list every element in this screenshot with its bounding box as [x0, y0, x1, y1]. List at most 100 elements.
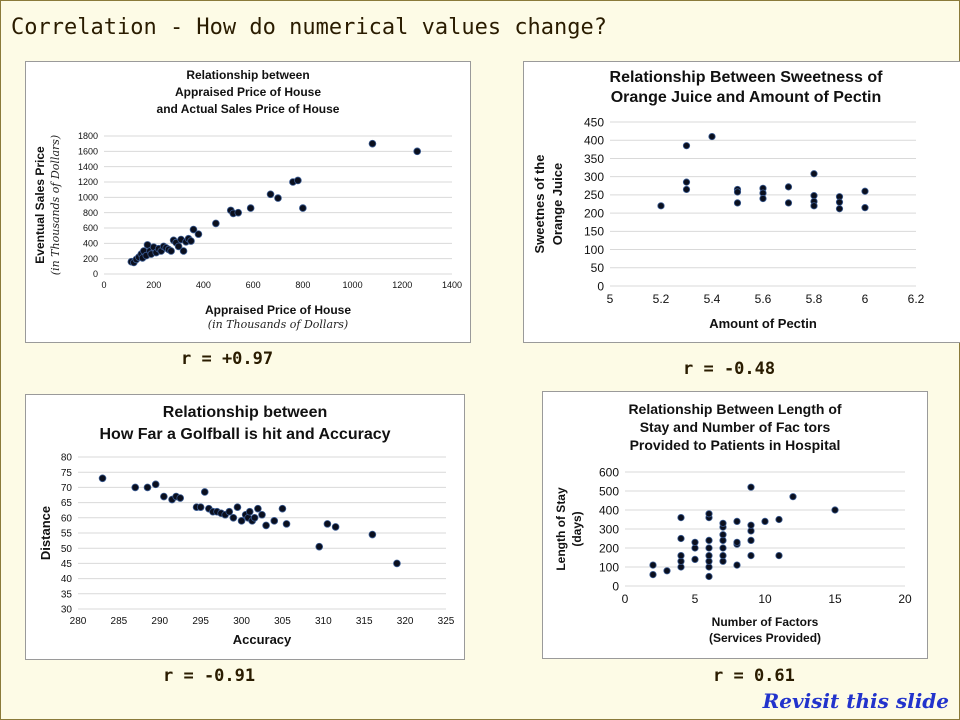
y-tick-label: 100	[584, 243, 604, 257]
data-point	[861, 204, 869, 212]
y-tick-label: 0	[93, 269, 98, 279]
x-tick-label: 305	[274, 616, 291, 627]
data-point	[270, 517, 279, 525]
y-axis-label: Length of Stay	[554, 487, 568, 571]
data-point	[282, 520, 291, 528]
r-label-house-prices: r = +0.97	[181, 349, 274, 369]
data-point	[733, 199, 742, 207]
chart-title-line: Orange Juice and Amount of Pectin	[611, 89, 882, 106]
data-point	[677, 552, 685, 560]
x-tick-label: 320	[397, 616, 414, 627]
x-tick-label: 290	[151, 616, 168, 627]
y-tick-label: 200	[584, 206, 604, 220]
y-tick-label: 600	[599, 465, 619, 479]
chart-title-line: Relationship between	[163, 404, 327, 421]
y-tick-label: 400	[599, 503, 619, 517]
x-tick-label: 300	[233, 616, 250, 627]
x-tick-label: 295	[192, 616, 209, 627]
y-tick-label: 450	[584, 115, 604, 129]
y-tick-label: 1600	[78, 147, 98, 157]
data-point	[160, 492, 168, 501]
x-tick-label: 315	[356, 616, 373, 627]
x-tick-label: 5.4	[704, 292, 721, 306]
data-point	[258, 510, 266, 519]
data-point	[299, 204, 307, 212]
data-point	[189, 225, 198, 234]
data-point	[331, 523, 340, 531]
x-tick-label: 6	[862, 292, 869, 306]
data-point	[393, 559, 401, 568]
data-point	[131, 483, 140, 492]
chart-orange-juice: Relationship Between Sweetness of Orange …	[523, 61, 960, 343]
data-point	[747, 552, 755, 560]
x-tick-label: 5	[607, 292, 614, 306]
y-tick-label: 150	[584, 225, 604, 239]
data-point	[262, 521, 270, 530]
data-point	[315, 542, 324, 551]
x-tick-label: 6.2	[908, 292, 925, 306]
x-tick-label: 5.2	[653, 292, 670, 306]
data-point	[677, 514, 685, 522]
x-axis-label: Number of Factors	[712, 615, 819, 629]
data-point	[663, 567, 671, 575]
x-tick-label: 1200	[392, 280, 412, 290]
data-point	[784, 183, 793, 191]
data-point	[250, 514, 259, 522]
x-tick-label: 5.6	[755, 292, 772, 306]
data-point	[682, 178, 691, 186]
data-point	[196, 503, 205, 511]
y-tick-label: 45	[61, 559, 73, 570]
revisit-slide-link[interactable]: Revisit this slide	[762, 689, 949, 713]
r-label-orange-juice: r = -0.48	[683, 359, 776, 379]
data-point	[245, 507, 254, 516]
data-point	[789, 493, 797, 501]
r-label-golfball: r = -0.91	[163, 666, 256, 686]
chart-title-line: Appraised Price of House	[175, 85, 321, 99]
y-tick-label: 300	[584, 170, 604, 184]
chart-title-line: Provided to Patients in Hospital	[630, 437, 841, 453]
chart-title-line: Relationship Between Sweetness of	[610, 69, 884, 86]
data-point	[810, 202, 818, 210]
data-point	[413, 147, 422, 156]
data-point	[733, 517, 741, 525]
chart-title-line: Relationship between	[186, 68, 309, 82]
data-point	[278, 504, 287, 513]
y-tick-label: 1400	[78, 162, 98, 172]
x-axis-label: (Services Provided)	[709, 631, 821, 645]
x-tick-label: 800	[295, 280, 310, 290]
data-point	[761, 517, 769, 525]
x-tick-label: 285	[111, 616, 128, 627]
chart-hospital: Relationship Between Length of Stay and N…	[542, 391, 928, 659]
y-tick-label: 50	[61, 544, 73, 555]
data-point	[677, 534, 685, 543]
data-point	[254, 504, 262, 513]
y-axis-label: Orange Juice	[550, 163, 565, 245]
data-point	[733, 538, 741, 546]
y-axis-label: (days)	[570, 511, 584, 546]
data-point	[649, 561, 657, 569]
y-tick-label: 80	[61, 453, 73, 464]
y-tick-label: 250	[584, 188, 604, 202]
data-point	[705, 536, 713, 544]
x-tick-label: 600	[246, 280, 261, 290]
x-tick-label: 10	[758, 592, 772, 606]
y-axis-sublabel: (in Thousands of Dollars)	[49, 135, 62, 275]
y-tick-label: 35	[61, 589, 73, 600]
data-point	[747, 521, 755, 529]
data-point	[246, 204, 255, 212]
y-tick-label: 1800	[78, 131, 98, 141]
y-tick-label: 100	[599, 560, 619, 574]
data-point	[212, 219, 220, 228]
chart-svg: Relationship between Appraised Price of H…	[33, 68, 462, 331]
data-point	[733, 561, 741, 569]
data-point	[719, 519, 727, 527]
chart-title-line: How Far a Golfball is hit and Accuracy	[99, 426, 390, 443]
y-tick-label: 1000	[78, 193, 98, 203]
data-point	[143, 483, 152, 492]
data-point	[747, 536, 755, 544]
y-tick-label: 75	[61, 468, 73, 479]
chart-title-line: Stay and Number of Fac tors	[640, 419, 831, 435]
data-point	[98, 474, 107, 483]
y-tick-label: 1200	[78, 177, 98, 187]
y-axis-label: Eventual Sales Price	[33, 146, 47, 264]
